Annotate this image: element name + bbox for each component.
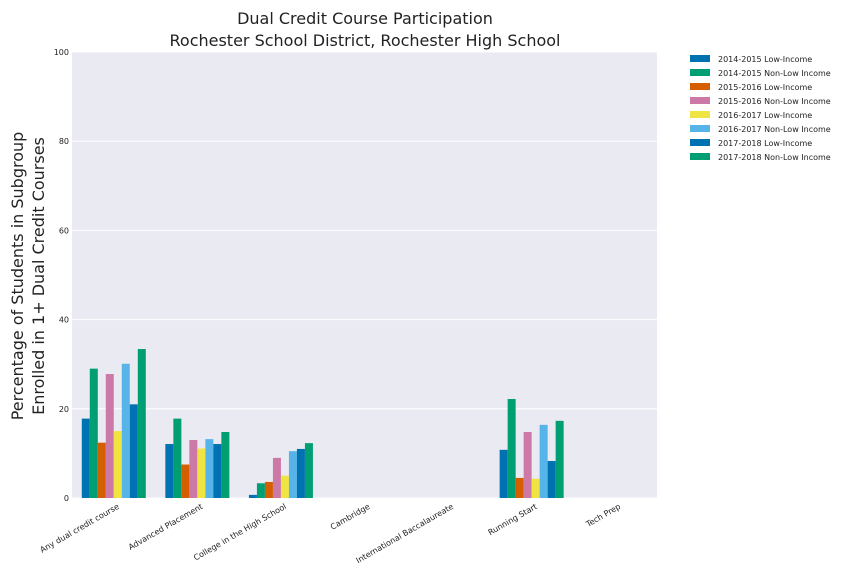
bar xyxy=(89,368,98,498)
y-tick-label: 0 xyxy=(64,494,69,503)
bar xyxy=(248,494,257,498)
legend-swatch xyxy=(690,139,710,146)
legend-swatch xyxy=(690,111,710,118)
bar xyxy=(523,431,532,498)
y-tick-label: 100 xyxy=(54,48,69,57)
legend-entry: 2016-2017 Low-Income xyxy=(718,111,812,120)
legend-entry: 2016-2017 Non-Low Income xyxy=(718,125,831,134)
y-tick-label: 40 xyxy=(59,316,69,325)
legend-swatch xyxy=(690,97,710,104)
y-axis-ticks: 0 20 40 60 80 100 xyxy=(54,48,69,503)
legend-entry: 2014-2015 Non-Low Income xyxy=(718,69,831,78)
bar xyxy=(189,440,198,498)
bar xyxy=(81,418,90,498)
chart-title: Dual Credit Course Participation Rochest… xyxy=(170,9,561,50)
chart-title-line-1: Dual Credit Course Participation xyxy=(237,9,493,28)
y-axis-label-line-1: Percentage of Students in Subgroup xyxy=(8,132,27,421)
y-tick-label: 80 xyxy=(59,137,69,146)
legend-swatch xyxy=(690,55,710,62)
bar xyxy=(105,374,114,498)
bar xyxy=(256,483,265,498)
bar xyxy=(181,464,190,498)
x-tick-label: Tech Prep xyxy=(584,502,623,529)
legend-entry: 2014-2015 Low-Income xyxy=(718,55,812,64)
bar xyxy=(288,451,297,498)
legend-swatch xyxy=(690,83,710,90)
y-axis-label-line-2: Enrolled in 1+ Dual Credit Courses xyxy=(29,137,48,415)
bar xyxy=(113,431,122,498)
chart-title-line-2: Rochester School District, Rochester Hig… xyxy=(170,31,561,50)
bar xyxy=(121,363,130,498)
x-tick-label: Any dual credit course xyxy=(39,502,121,555)
x-tick-label: International Baccalaureate xyxy=(355,502,456,565)
bar xyxy=(555,420,564,498)
bar xyxy=(547,460,556,498)
bar xyxy=(507,398,516,498)
y-tick-label: 60 xyxy=(59,226,69,235)
bar xyxy=(304,443,313,498)
x-tick-label: College in the High School xyxy=(192,502,288,562)
plot-background xyxy=(72,52,657,498)
bar xyxy=(137,349,146,498)
y-tick-label: 20 xyxy=(59,405,69,414)
x-tick-label: Cambridge xyxy=(329,502,372,532)
bar xyxy=(296,448,305,498)
bar xyxy=(205,439,214,498)
x-tick-label: Running Start xyxy=(487,502,539,537)
legend-entry: 2017-2018 Non-Low Income xyxy=(718,153,831,162)
bar xyxy=(499,449,508,498)
bar xyxy=(213,444,222,498)
legend-entry: 2017-2018 Low-Income xyxy=(718,139,812,148)
plot-area xyxy=(72,52,657,498)
legend-swatch xyxy=(690,125,710,132)
bar xyxy=(531,478,540,498)
legend-swatch xyxy=(690,69,710,76)
bar xyxy=(221,431,230,498)
bar xyxy=(173,418,182,498)
y-axis-label: Percentage of Students in Subgroup Enrol… xyxy=(8,132,48,421)
bar xyxy=(129,404,138,498)
x-tick-label: Advanced Placement xyxy=(127,502,204,552)
legend-entry: 2015-2016 Non-Low Income xyxy=(718,97,831,106)
bar xyxy=(264,481,273,498)
legend-swatch xyxy=(690,153,710,160)
bar xyxy=(272,457,281,498)
legend-entry: 2015-2016 Low-Income xyxy=(718,83,812,92)
bar xyxy=(197,448,206,498)
bars xyxy=(81,349,564,498)
bar xyxy=(97,442,106,498)
bar xyxy=(280,475,289,498)
bar xyxy=(539,424,548,498)
legend: 2014-2015 Low-Income 2014-2015 Non-Low In… xyxy=(690,55,831,162)
bar xyxy=(515,477,524,498)
x-axis-ticks: Any dual credit course Advanced Placement… xyxy=(39,502,623,565)
bar xyxy=(165,444,174,498)
